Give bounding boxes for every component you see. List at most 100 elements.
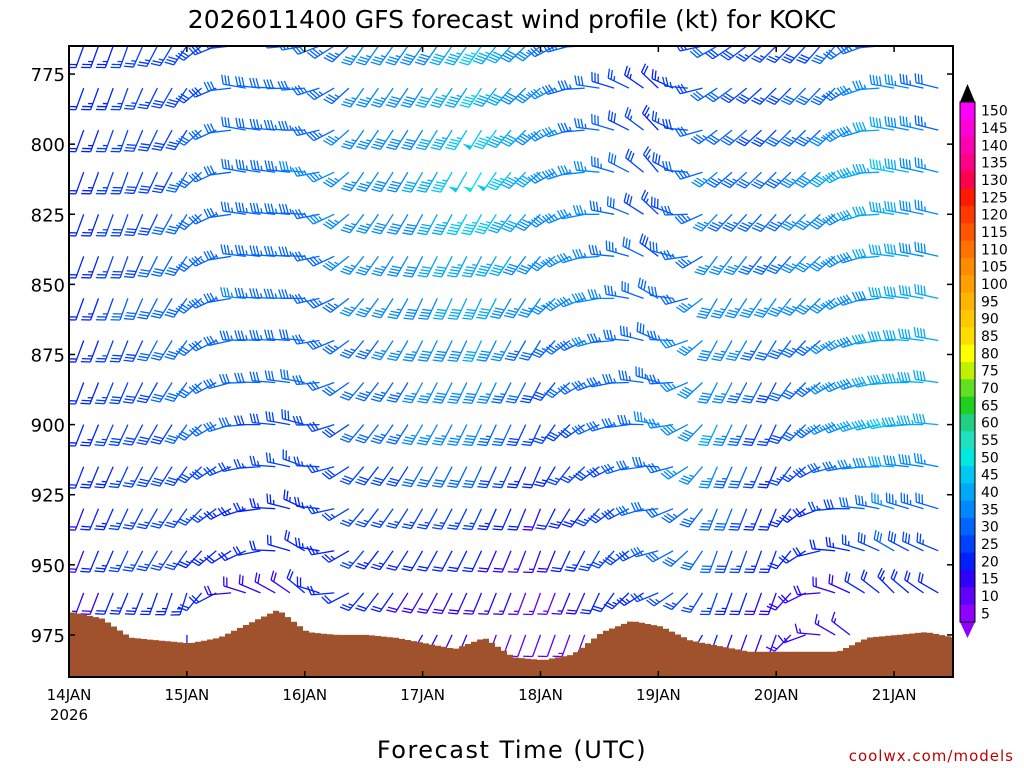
- barb-full: [295, 375, 301, 385]
- wind-barb: [851, 290, 880, 302]
- barb-full: [291, 294, 298, 304]
- colorbar-cell: [960, 344, 975, 363]
- barb-full: [740, 357, 750, 361]
- wind-barb: [857, 532, 880, 552]
- barb-full: [298, 334, 304, 344]
- barb-full: [633, 592, 641, 601]
- wind-barb: [523, 550, 542, 574]
- barb-full: [656, 198, 659, 209]
- barb-full: [403, 481, 413, 485]
- barb-full: [855, 80, 861, 90]
- barb-shaft: [297, 87, 320, 96]
- barb-half: [721, 607, 727, 610]
- barb-full: [203, 166, 209, 176]
- barb-full: [476, 228, 486, 232]
- barb-full: [839, 422, 847, 431]
- barb-full: [900, 492, 903, 503]
- barb-half: [751, 565, 756, 568]
- barb-full: [433, 440, 444, 443]
- wind-barb: [780, 171, 807, 189]
- barb-full: [715, 610, 726, 613]
- barb-half: [212, 512, 217, 517]
- barb-full: [464, 53, 474, 58]
- wind-barb: [80, 592, 100, 615]
- barb-shaft: [797, 550, 821, 557]
- barb-full: [178, 348, 187, 354]
- wind-barb: [557, 381, 586, 395]
- wind-barb: [913, 370, 939, 384]
- barb-shaft: [313, 87, 335, 101]
- barb-full: [206, 336, 213, 346]
- barb-full: [740, 178, 750, 185]
- barb-full: [778, 556, 787, 564]
- barb-full: [836, 423, 844, 432]
- barb-full: [714, 440, 724, 444]
- barb-half: [378, 520, 384, 523]
- wind-barb: [355, 592, 379, 612]
- barb-full: [799, 136, 809, 143]
- barb-full: [752, 270, 763, 275]
- wind-barb: [866, 418, 895, 430]
- wind-barb: [341, 87, 365, 108]
- colorbar-label: 110: [981, 242, 1008, 258]
- barb-full: [402, 144, 413, 148]
- barb-shaft: [789, 87, 807, 106]
- barb-shaft: [185, 508, 203, 526]
- barb-full: [845, 209, 853, 219]
- barb-full: [916, 370, 920, 381]
- barb-full: [889, 455, 893, 466]
- wind-barb: [758, 508, 777, 531]
- wind-barb: [561, 508, 586, 528]
- barb-full: [745, 610, 755, 613]
- barb-full: [769, 562, 779, 567]
- barb-full: [730, 610, 740, 613]
- barb-full: [474, 230, 485, 235]
- barb-full: [125, 62, 135, 65]
- barb-full: [577, 519, 587, 525]
- barb-shaft: [561, 87, 585, 91]
- wind-barb: [431, 213, 453, 236]
- barb-full: [464, 609, 474, 612]
- wind-barb: [722, 213, 748, 232]
- barb-full: [81, 525, 91, 528]
- barb-full: [534, 483, 544, 488]
- barb-full: [448, 482, 459, 486]
- barb-full: [249, 77, 253, 88]
- barb-full: [577, 118, 581, 128]
- wind-barb: [705, 129, 733, 146]
- barb-full: [110, 440, 120, 444]
- barb-half: [260, 250, 263, 256]
- barb-full: [527, 91, 536, 100]
- wind-barb: [249, 540, 276, 552]
- barb-full: [166, 479, 176, 484]
- barb-full: [893, 533, 897, 544]
- barb-half: [289, 293, 292, 299]
- barb-full: [659, 296, 667, 305]
- wind-barb: [521, 466, 542, 489]
- barb-full: [177, 606, 188, 612]
- barb-shaft: [483, 213, 497, 235]
- barb-half: [750, 480, 755, 483]
- barb-full: [434, 226, 445, 230]
- barb-shaft: [671, 592, 689, 610]
- barb-full: [785, 220, 795, 227]
- barb-half: [245, 250, 248, 256]
- wind-barb: [541, 126, 571, 138]
- wind-barb: [254, 572, 276, 594]
- barb-full: [264, 329, 268, 339]
- wind-barb: [415, 87, 438, 108]
- barb-shaft: [546, 592, 556, 615]
- barb-full: [917, 115, 920, 126]
- barb-full: [639, 233, 644, 243]
- barb-full: [743, 528, 754, 531]
- barb-full: [646, 599, 655, 607]
- barb-full: [404, 436, 415, 440]
- wind-barb: [852, 457, 880, 468]
- wind-barb: [757, 466, 777, 489]
- barb-shaft: [312, 381, 335, 391]
- barb-full: [252, 77, 257, 88]
- barb-shaft: [500, 466, 512, 488]
- barb-full: [370, 566, 381, 571]
- barb-full: [533, 217, 542, 225]
- barb-full: [642, 324, 645, 334]
